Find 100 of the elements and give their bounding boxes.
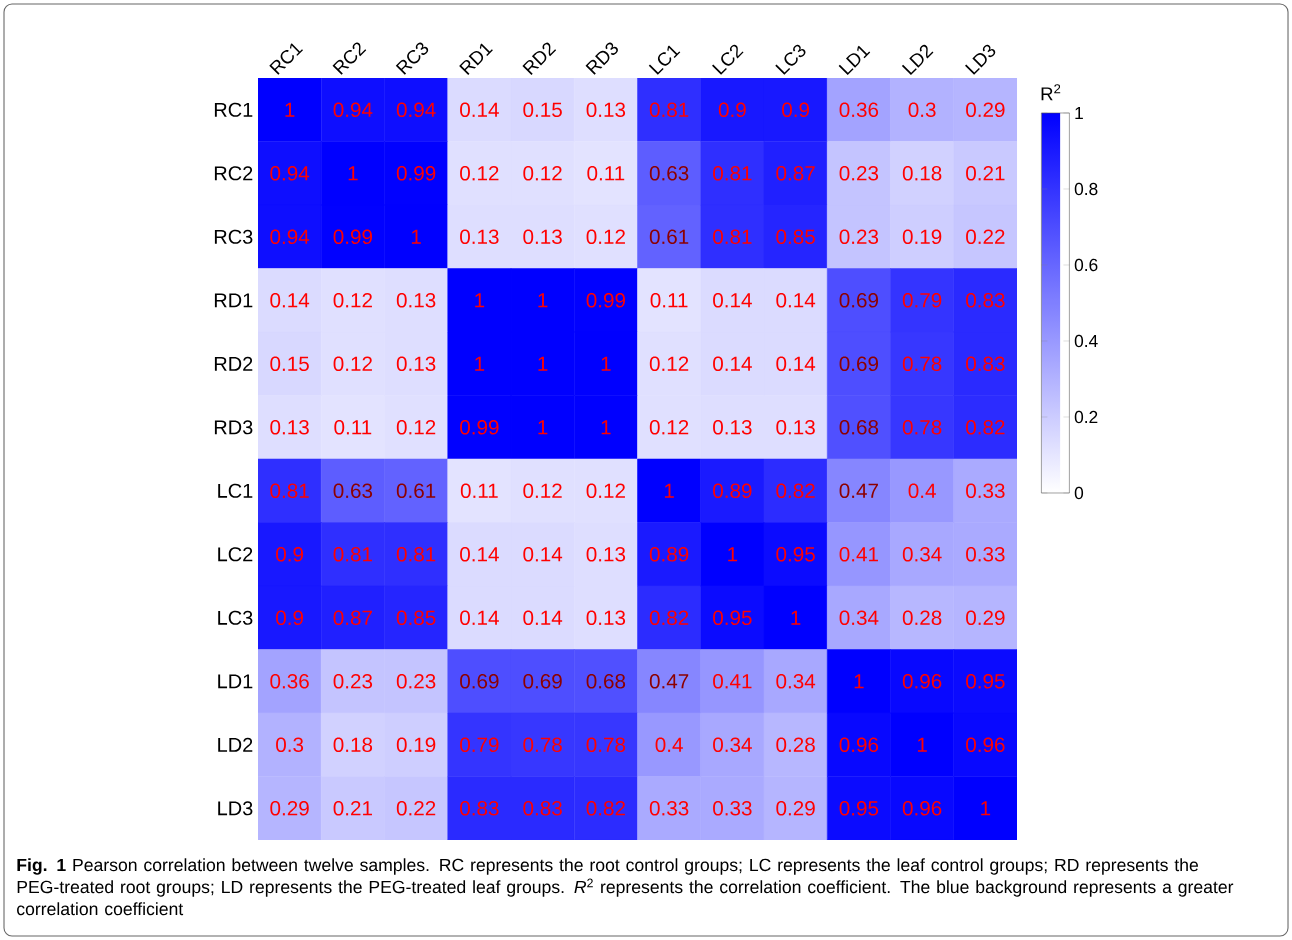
data-label: 0.14 [776,356,816,372]
data-label: 0.69 [523,673,562,689]
data-label: 0.14 [460,102,499,118]
data-label: 0.13 [460,229,499,245]
data-label: 0.11 [587,165,625,181]
data-label: 0.12 [523,483,562,499]
data-label: 0.36 [839,102,879,118]
data-label: 0.3 [276,737,304,753]
data-label: 0.13 [776,419,815,435]
data-label: 1 [854,674,864,689]
data-label: 0.34 [839,610,879,626]
x-tick-label: LD2 [901,44,934,75]
data-label: 0.18 [902,165,942,181]
data-label: 0.63 [333,483,373,499]
data-label: 1 [475,356,485,371]
data-label: 0.19 [396,737,436,753]
data-label: 0.99 [460,419,499,435]
y-tick-label: LC2 [218,547,253,562]
data-label: 0.12 [333,356,372,372]
x-tick-label: LC3 [775,44,806,75]
data-label: 0.79 [460,737,499,753]
data-label: 0.13 [396,292,436,308]
data-label: 0.14 [713,292,752,308]
data-label: 0.3 [908,102,936,118]
data-label: 0.22 [966,229,1005,245]
data-label: 0.14 [776,292,816,308]
data-label: 0.96 [966,737,1005,753]
data-label: 0.94 [333,102,373,118]
data-label: 0.9 [782,102,810,118]
data-label: 0.81 [713,229,752,245]
data-label: 0.78 [586,737,626,753]
data-label: 0.12 [586,229,625,245]
data-label: 0.83 [966,356,1005,372]
data-label: 0.33 [649,800,689,816]
data-label: 0.83 [523,800,562,816]
data-label: 0.47 [649,673,689,689]
data-label: 0.89 [649,546,689,562]
data-label: 0.12 [586,483,625,499]
data-label: 0.83 [966,292,1005,308]
data-label: 0.12 [649,356,689,372]
data-label: 0.95 [839,800,879,816]
data-label: 0.34 [713,737,752,753]
y-tick-label: RD1 [214,293,253,308]
data-label: 0.21 [333,800,372,816]
data-label: 0.15 [523,102,562,118]
data-label: 0.78 [902,419,942,435]
data-label: 0.14 [713,356,752,372]
data-label: 0.13 [586,546,626,562]
data-label: 1 [791,610,801,625]
y-tick-label: LD1 [218,674,253,689]
y-tick-label: RC1 [214,102,253,117]
data-label: 1 [664,483,674,498]
data-label: 0.47 [839,483,878,499]
data-label: 0.99 [586,292,626,308]
x-tick-label: LD1 [838,45,871,75]
text: Fig. 1 Pearson correlation between twelve samples. RC represents the root control groups; LC represents the leaf control groups; RD represents the PEG-treated root groups; LD represents the PEG-treated leaf groups. R$^{2}$ represents the correlation coefficient. The blue background represents a greater correlation coefficient [17,858,1234,916]
data-label: 0.78 [523,737,562,753]
data-label: 0.78 [902,356,942,372]
data-label: 0.14 [270,292,310,308]
data-label: 0.41 [839,546,878,562]
data-label: 0.13 [396,356,436,372]
color-bar-label: 0 [1074,486,1084,500]
data-label: 0.82 [776,483,815,499]
data-label: 0.28 [902,610,942,626]
x-tick-label: LD3 [965,44,996,75]
data-label: 0.14 [523,610,563,626]
y-tick-label: LC1 [218,483,253,498]
data-label: 0.81 [649,102,689,118]
data-label: 0.83 [460,800,499,816]
data-label: 0.14 [523,546,563,562]
data-label: 1 [981,801,991,816]
data-label: 0.95 [713,610,752,626]
data-label: 0.61 [396,483,436,499]
data-label: 0.94 [270,165,310,181]
data-label: 0.34 [902,546,942,562]
data-label: 1 [348,166,358,181]
data-label: 1 [728,547,738,562]
y-tick-label: LD2 [218,737,253,752]
data-label: 0.87 [333,610,372,626]
data-label: 0.69 [839,292,879,308]
data-label: 0.18 [333,737,373,753]
data-label: 0.13 [713,419,752,435]
data-label: 1 [538,293,548,308]
data-label: 0.82 [966,419,1005,435]
data-label: 0.23 [333,673,373,689]
y-tick-label: RC2 [214,166,253,181]
x-tick-label: LC1 [648,45,681,75]
data-label: 0.68 [839,419,879,435]
data-label: 0.9 [276,610,304,626]
data-label: 0.79 [902,292,942,308]
data-label: 0.15 [270,356,309,372]
data-label: 0.63 [649,165,689,181]
data-label: 0.13 [523,229,562,245]
data-label: 0.33 [966,483,1005,499]
data-label: 0.69 [460,673,499,689]
y-tick-label: LD3 [218,801,253,816]
color-bar-label: 0.2 [1074,410,1098,424]
data-label: 0.96 [902,800,942,816]
data-label: 0.85 [776,229,815,245]
data-label: 0.99 [396,165,436,181]
